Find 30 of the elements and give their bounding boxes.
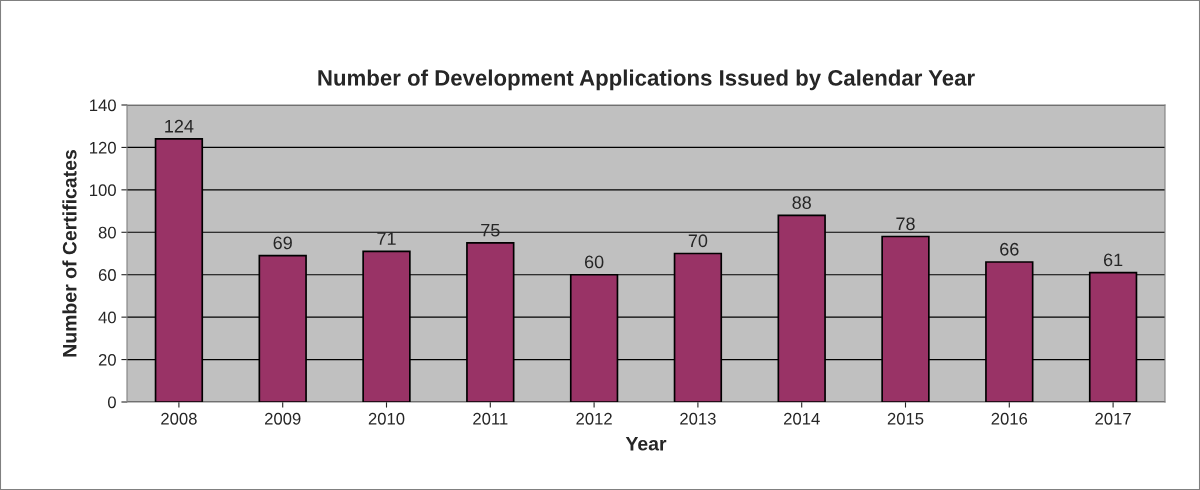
data-label: 60 [584, 255, 604, 269]
x-tick-label: 2013 [680, 412, 716, 425]
y-tick-label: 80 [98, 226, 116, 239]
y-tick-label: 60 [98, 269, 116, 281]
y-tick-label: 100 [90, 184, 116, 197]
x-tick-label: 2011 [473, 412, 508, 425]
x-tick-label: 2016 [991, 412, 1028, 425]
x-tick-label: 2009 [265, 412, 301, 425]
y-tick-label: 40 [98, 311, 116, 324]
y-tick-label: 140 [90, 99, 116, 112]
data-label: 61 [1103, 253, 1123, 267]
data-label: 88 [792, 196, 811, 209]
data-label: 69 [273, 236, 292, 250]
data-label: 71 [377, 232, 396, 245]
x-axis-title: Year [625, 437, 667, 451]
data-label: 124 [165, 119, 194, 133]
x-tick-label: 2010 [368, 412, 405, 425]
x-tick-label: 2012 [576, 412, 612, 425]
y-tick-label: 0 [107, 396, 116, 409]
y-axis-title: Number of Certificates [62, 150, 77, 357]
y-tick-label: 20 [98, 353, 116, 366]
x-tick-label: 2017 [1095, 412, 1131, 425]
data-label: 70 [688, 234, 708, 248]
y-tick-label: 120 [90, 141, 116, 154]
data-label: 66 [1000, 242, 1019, 256]
x-tick-label: 2015 [887, 412, 924, 425]
data-label: 78 [896, 217, 915, 231]
chart-title: Number of Development Applications Issued by Calendar Year [318, 69, 975, 91]
x-tick-label: 2008 [161, 412, 197, 425]
x-tick-label: 2014 [784, 412, 820, 425]
